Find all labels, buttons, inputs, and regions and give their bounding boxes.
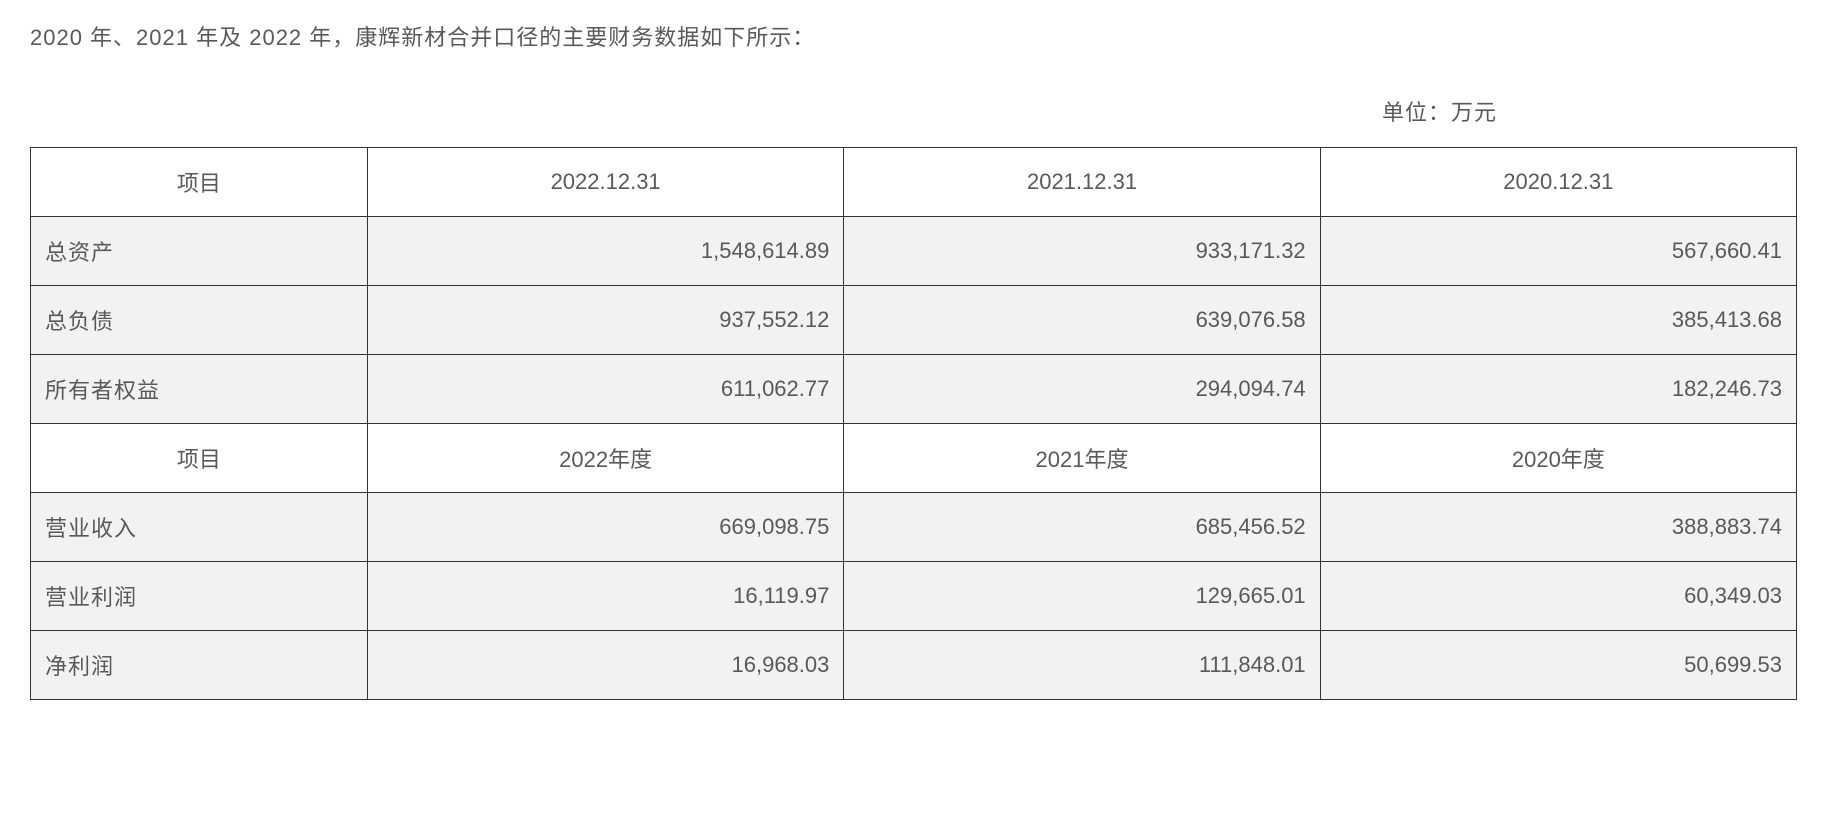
cell-value: 16,968.03	[367, 631, 844, 700]
header-year-2020: 2020年度	[1320, 424, 1796, 493]
financial-table: 项目 2022.12.31 2021.12.31 2020.12.31 总资产 …	[30, 147, 1797, 700]
cell-value: 685,456.52	[844, 493, 1320, 562]
cell-value: 50,699.53	[1320, 631, 1796, 700]
header-date-2022: 2022.12.31	[367, 148, 844, 217]
table-row: 营业收入 669,098.75 685,456.52 388,883.74	[31, 493, 1797, 562]
row-label: 总负债	[31, 286, 368, 355]
header-date-2020: 2020.12.31	[1320, 148, 1796, 217]
cell-value: 182,246.73	[1320, 355, 1796, 424]
table-row: 总资产 1,548,614.89 933,171.32 567,660.41	[31, 217, 1797, 286]
table-header-row: 项目 2022.12.31 2021.12.31 2020.12.31	[31, 148, 1797, 217]
cell-value: 1,548,614.89	[367, 217, 844, 286]
cell-value: 294,094.74	[844, 355, 1320, 424]
table-header-row: 项目 2022年度 2021年度 2020年度	[31, 424, 1797, 493]
row-label: 总资产	[31, 217, 368, 286]
cell-value: 611,062.77	[367, 355, 844, 424]
table-row: 营业利润 16,119.97 129,665.01 60,349.03	[31, 562, 1797, 631]
cell-value: 567,660.41	[1320, 217, 1796, 286]
row-label: 所有者权益	[31, 355, 368, 424]
cell-value: 669,098.75	[367, 493, 844, 562]
header-item: 项目	[31, 148, 368, 217]
table-row: 总负债 937,552.12 639,076.58 385,413.68	[31, 286, 1797, 355]
cell-value: 111,848.01	[844, 631, 1320, 700]
cell-value: 60,349.03	[1320, 562, 1796, 631]
row-label: 净利润	[31, 631, 368, 700]
header-year-2021: 2021年度	[844, 424, 1320, 493]
header-date-2021: 2021.12.31	[844, 148, 1320, 217]
row-label: 营业收入	[31, 493, 368, 562]
cell-value: 16,119.97	[367, 562, 844, 631]
cell-value: 933,171.32	[844, 217, 1320, 286]
cell-value: 129,665.01	[844, 562, 1320, 631]
header-item: 项目	[31, 424, 368, 493]
cell-value: 937,552.12	[367, 286, 844, 355]
header-year-2022: 2022年度	[367, 424, 844, 493]
table-row: 净利润 16,968.03 111,848.01 50,699.53	[31, 631, 1797, 700]
row-label: 营业利润	[31, 562, 368, 631]
intro-paragraph: 2020 年、2021 年及 2022 年，康辉新材合并口径的主要财务数据如下所…	[30, 20, 1797, 55]
cell-value: 639,076.58	[844, 286, 1320, 355]
table-row: 所有者权益 611,062.77 294,094.74 182,246.73	[31, 355, 1797, 424]
cell-value: 388,883.74	[1320, 493, 1796, 562]
unit-label: 单位：万元	[30, 95, 1797, 127]
cell-value: 385,413.68	[1320, 286, 1796, 355]
